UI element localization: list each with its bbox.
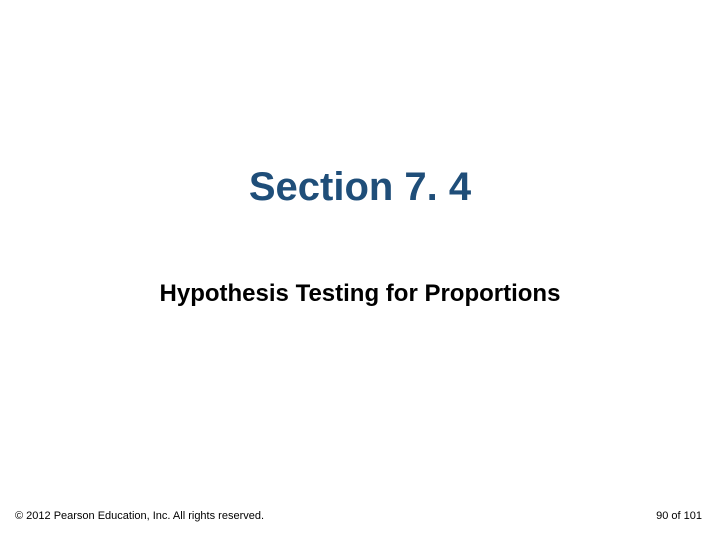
section-title: Section 7. 4 — [0, 165, 720, 210]
copyright-text: © 2012 Pearson Education, Inc. All right… — [15, 510, 264, 522]
slide-container: Section 7. 4 Hypothesis Testing for Prop… — [0, 0, 720, 540]
page-number: 90 of 101 — [656, 510, 702, 522]
subtitle: Hypothesis Testing for Proportions — [0, 280, 720, 308]
